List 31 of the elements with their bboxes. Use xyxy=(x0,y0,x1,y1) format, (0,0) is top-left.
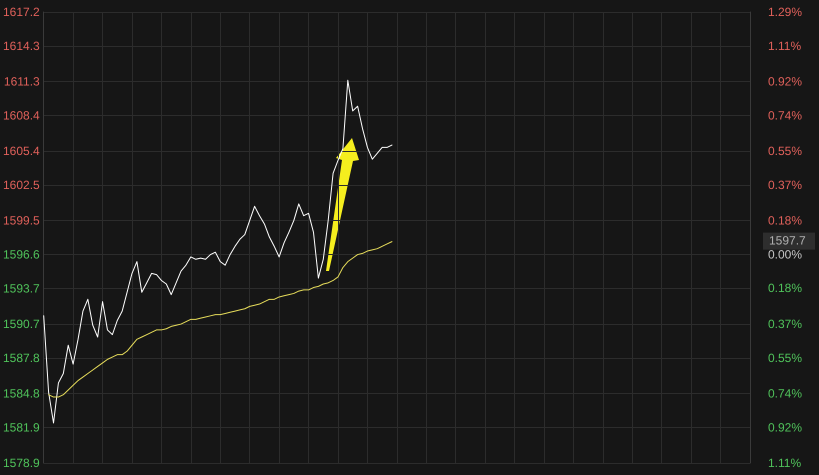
y-tick-label: 1587.8 xyxy=(3,351,40,366)
y-tick-label: 1593.7 xyxy=(3,282,40,296)
y2-tick-label: 1.11% xyxy=(768,456,802,470)
y-tick-label: 1611.3 xyxy=(4,74,40,88)
y2-tick-label: 1.29% xyxy=(768,5,802,19)
y-tick-label: 1602.5 xyxy=(3,178,40,192)
y2-tick-label: 0.18% xyxy=(768,281,802,296)
y-tick-label: 1608.4 xyxy=(3,108,40,123)
y-tick-label: 1614.3 xyxy=(3,39,40,54)
y2-tick-label: 0.92% xyxy=(768,74,802,89)
line-series xyxy=(43,80,392,424)
y-tick-label: 1584.8 xyxy=(3,386,40,401)
y2-tick-label: 0.00% xyxy=(768,247,802,262)
y2-tick-label: 0.55% xyxy=(768,350,802,365)
y2-tick-label: 0.74% xyxy=(768,108,802,122)
text: 1597.7 xyxy=(769,234,806,248)
y2-tick-label: 0.37% xyxy=(768,316,802,331)
y2-tick-label: 0.74% xyxy=(768,386,802,400)
y2-tick-label: 0.92% xyxy=(768,420,802,434)
y2-tick-label: 1.11% xyxy=(768,38,802,53)
y2-tick-label: 0.55% xyxy=(768,144,802,158)
y-tick-label: 1581.9 xyxy=(3,420,40,435)
y-tick-label: 1605.4 xyxy=(3,144,40,158)
y-tick-label: 1599.5 xyxy=(3,213,40,228)
y-tick-label: 1596.6 xyxy=(3,248,40,262)
y-tick-label: 1578.9 xyxy=(3,456,40,470)
line-series xyxy=(48,241,392,398)
y2-tick-label: 0.37% xyxy=(768,178,802,192)
y-tick-label: 1590.7 xyxy=(3,317,40,332)
y-tick-label: 1617.2 xyxy=(3,5,40,19)
y2-tick-label: 0.18% xyxy=(768,214,802,228)
